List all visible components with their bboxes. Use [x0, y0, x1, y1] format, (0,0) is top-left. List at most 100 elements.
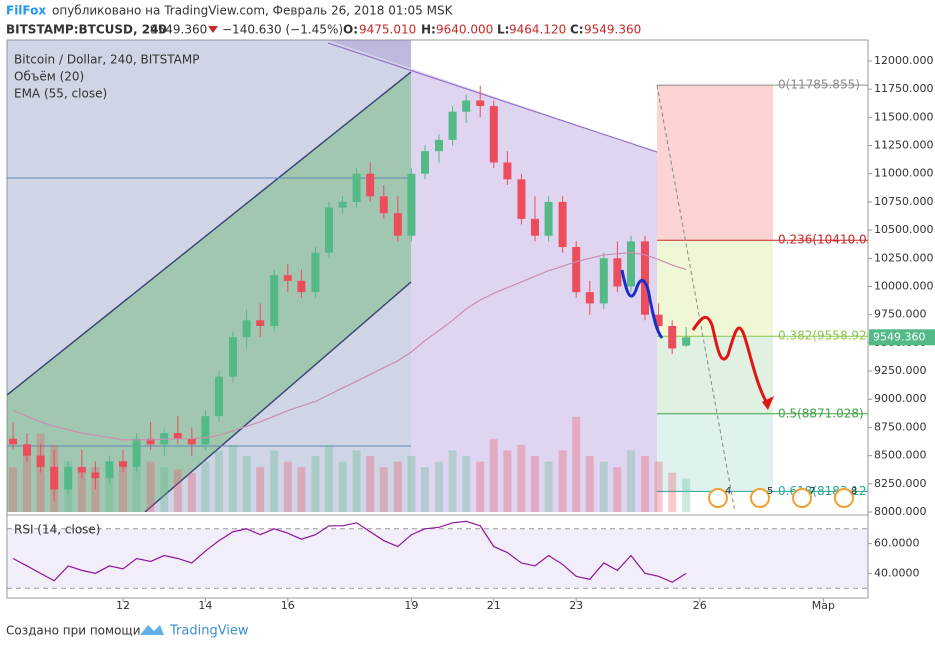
rsi-line — [12, 520, 687, 583]
volume-bar — [160, 467, 169, 512]
event-badge — [834, 488, 854, 508]
ema-line — [12, 252, 687, 441]
candle-body — [256, 320, 265, 326]
candle-body — [613, 258, 622, 287]
fib-label: 0.5(8871.028) — [778, 406, 864, 420]
volume-bar — [23, 450, 32, 512]
event-count: 5 — [767, 486, 773, 497]
volume-bar — [325, 444, 334, 512]
fib-label: 0(11785.855) — [778, 78, 860, 92]
volume-bar — [173, 469, 182, 512]
trend-line — [327, 42, 658, 153]
volume-bar — [119, 464, 128, 512]
candle-body — [407, 173, 416, 236]
candle-body — [270, 275, 279, 326]
tv-logo — [140, 625, 164, 635]
volume-bar — [229, 444, 238, 512]
h-value: 9640.000 — [436, 23, 493, 37]
x-tick-label: 14 — [198, 599, 212, 612]
volume-bar — [489, 439, 498, 512]
region-purple — [328, 40, 657, 512]
volume-layer — [9, 416, 691, 512]
fib-label: 0.236(10410.057) — [778, 233, 887, 247]
y-tick-label: 9000.000 — [874, 392, 927, 405]
candle-body — [517, 179, 526, 219]
author[interactable]: FilFox — [6, 4, 46, 18]
volume-bar — [544, 461, 553, 512]
footer-brand[interactable]: TradingView — [169, 624, 249, 639]
volume-bar — [517, 444, 526, 512]
candle-body — [558, 201, 567, 248]
candle-body — [77, 466, 86, 473]
l-value: 9464.120 — [509, 23, 566, 37]
c-value: 9549.360 — [584, 23, 641, 37]
volume-bar — [201, 461, 210, 512]
volume-bar — [105, 469, 114, 512]
volume-bar — [132, 456, 141, 512]
y-tick-label: 11750.000 — [874, 82, 934, 95]
candle-body — [420, 151, 429, 174]
candle-body — [379, 196, 388, 214]
candle-body — [599, 258, 608, 304]
last-price-label: 9549.360 — [873, 330, 926, 343]
candle-body — [242, 320, 251, 338]
last: 9549.360 — [150, 23, 207, 37]
candle-body — [283, 275, 292, 281]
event-count: 7 — [809, 486, 815, 497]
rsi-plot — [12, 520, 687, 583]
volume-bar — [613, 467, 622, 512]
volume-bar — [599, 461, 608, 512]
candle-body — [311, 252, 320, 293]
y-tick-label: 11500.000 — [874, 110, 934, 123]
last-price-tag — [869, 329, 935, 346]
volume-bar — [448, 450, 457, 512]
y-tick-label: 8250.000 — [874, 477, 927, 490]
volume-bar — [366, 456, 375, 512]
o-label: O: — [343, 23, 358, 37]
fib-trend — [656, 84, 736, 512]
fib-retracement: 0(11785.855) 0.236(10410.057) 0.382(9558.9… — [657, 78, 887, 508]
volume-bar — [558, 450, 567, 512]
volume-bar — [668, 472, 677, 512]
fib-zone — [657, 240, 773, 337]
h-label: H: — [421, 23, 436, 37]
candle-body — [187, 438, 196, 445]
y-tick-label: 8750.000 — [874, 420, 927, 433]
y-tick-label: 9750.000 — [874, 308, 927, 321]
volume-bar — [393, 461, 402, 512]
volume-bar — [640, 456, 649, 512]
candle-body — [91, 472, 100, 479]
candle-body — [682, 337, 691, 346]
volume-bar — [462, 456, 471, 512]
candle-body — [544, 201, 553, 236]
x-tick-label: 21 — [487, 599, 501, 612]
o-value: 9475.010 — [359, 23, 416, 37]
event-badge — [750, 488, 770, 508]
x-tick-label: 16 — [281, 599, 295, 612]
symbol: BITSTAMP:BTCUSD, 240 — [6, 23, 167, 37]
published: опубликовано на TradingView.com, Февраль… — [52, 4, 454, 18]
volume-bar — [572, 416, 581, 512]
y-tick-label: 8500.000 — [874, 449, 927, 462]
volume-bar — [146, 461, 155, 512]
candle-body — [668, 325, 677, 349]
candle-body — [297, 280, 306, 293]
x-tick-label: Мар — [812, 599, 835, 612]
volume-bar — [256, 467, 265, 512]
candle-body — [503, 162, 512, 180]
y-tick-label: 10750.000 — [874, 195, 934, 208]
volume-bar — [407, 456, 416, 512]
x-tick-label: 12 — [116, 599, 130, 612]
price-layer — [9, 85, 691, 501]
channel-fill — [7, 72, 411, 512]
x-tick-label: 23 — [569, 599, 583, 612]
candle-body — [23, 444, 32, 456]
volume-bar — [530, 456, 539, 512]
y-tick-label: 10000.000 — [874, 279, 934, 292]
y-tick-label: 8000.000 — [874, 505, 927, 518]
candle-body — [119, 461, 128, 467]
volume-label: Объём (20) — [14, 70, 84, 84]
volume-bar — [420, 467, 429, 512]
rsi-tick-label: 60.0000 — [874, 537, 920, 550]
